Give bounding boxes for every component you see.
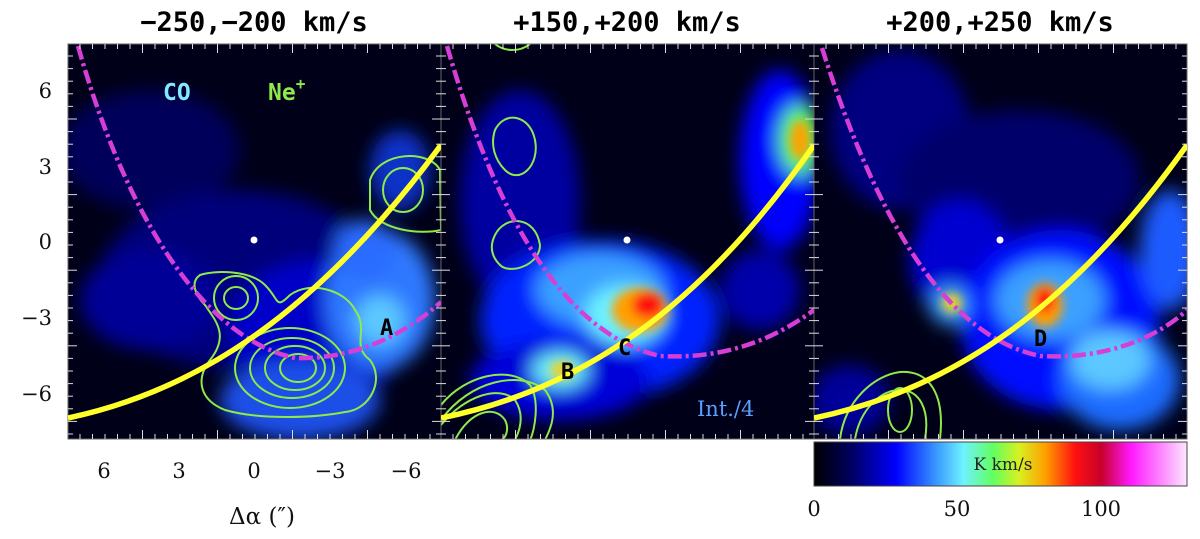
y-tick-0: 0	[39, 230, 52, 254]
x-tick-6: 6	[97, 459, 110, 483]
panel-2	[441, 44, 814, 439]
x-tick-m3: −3	[315, 459, 346, 483]
center-dot-3	[996, 236, 1004, 244]
panel-1	[68, 44, 441, 439]
center-dot-1	[250, 236, 258, 244]
yellow-track	[68, 143, 1187, 421]
x-axis-label: Δα (″)	[229, 504, 295, 530]
y-tick-m3: −3	[21, 306, 52, 330]
x-tick-3: 3	[172, 459, 185, 483]
center-dot-2	[623, 236, 631, 244]
label-b: B	[561, 360, 574, 385]
frame-ticks	[68, 44, 1187, 439]
y-tick-6: 6	[39, 79, 52, 103]
legend-co: CO	[163, 80, 191, 106]
colorbar: K km/s 0 50 100	[807, 441, 1188, 521]
colorbar-label: K km/s	[974, 455, 1033, 475]
x-tick-m6: −6	[391, 459, 422, 483]
colorbar-tick-100: 100	[1081, 497, 1121, 521]
label-d: D	[1034, 327, 1047, 352]
legend-ne-text: Ne	[268, 80, 296, 106]
y-tick-m6: −6	[21, 382, 52, 406]
legend-ne-sup: +	[296, 74, 306, 93]
panel-title-1: −250,−200 km/s	[140, 7, 368, 38]
legend-ne: Ne+	[268, 74, 306, 106]
x-tick-0: 0	[247, 459, 260, 483]
panel-title-2: +150,+200 km/s	[513, 7, 741, 38]
panel-3	[814, 44, 1187, 439]
y-tick-3: 3	[39, 155, 52, 179]
colorbar-tick-0: 0	[807, 497, 820, 521]
label-a: A	[380, 316, 393, 341]
intensity-note: Int./4	[697, 397, 754, 421]
panel-title-3: +200,+250 km/s	[886, 7, 1114, 38]
label-c: C	[618, 336, 631, 361]
colorbar-tick-50: 50	[944, 497, 971, 521]
